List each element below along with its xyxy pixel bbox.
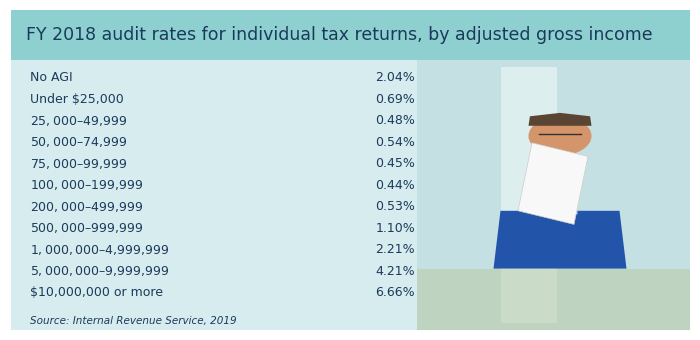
Text: Under $25,000: Under $25,000 <box>30 92 124 106</box>
Text: $50,000–$74,999: $50,000–$74,999 <box>30 135 127 149</box>
Polygon shape <box>494 211 626 269</box>
Text: 0.69%: 0.69% <box>375 92 415 106</box>
Text: Source: Internal Revenue Service, 2019: Source: Internal Revenue Service, 2019 <box>30 316 237 326</box>
Text: 0.53%: 0.53% <box>375 200 415 213</box>
FancyBboxPatch shape <box>416 269 690 330</box>
Text: 0.54%: 0.54% <box>375 136 415 149</box>
Text: 2.04%: 2.04% <box>375 71 415 84</box>
Text: $100,000–$199,999: $100,000–$199,999 <box>30 178 143 192</box>
Text: $500,000–$999,999: $500,000–$999,999 <box>30 221 143 235</box>
Text: $75,000–$99,999: $75,000–$99,999 <box>30 157 127 171</box>
Text: 6.66%: 6.66% <box>375 286 415 299</box>
Ellipse shape <box>528 116 592 156</box>
Polygon shape <box>528 113 592 126</box>
Polygon shape <box>518 143 588 224</box>
Text: $200,000–$499,999: $200,000–$499,999 <box>30 200 143 214</box>
Text: 0.48%: 0.48% <box>375 114 415 127</box>
Text: No AGI: No AGI <box>30 71 73 84</box>
Polygon shape <box>542 163 578 214</box>
Text: $25,000–$49,999: $25,000–$49,999 <box>30 114 127 128</box>
FancyBboxPatch shape <box>416 60 690 330</box>
Text: 0.45%: 0.45% <box>375 157 415 170</box>
FancyBboxPatch shape <box>10 10 690 330</box>
Text: FY 2018 audit rates for individual tax returns, by adjusted gross income: FY 2018 audit rates for individual tax r… <box>26 26 652 44</box>
Text: 0.44%: 0.44% <box>375 178 415 191</box>
Text: $10,000,000 or more: $10,000,000 or more <box>30 286 163 299</box>
Text: $1,000,000–$4,999,999: $1,000,000–$4,999,999 <box>30 242 169 256</box>
FancyBboxPatch shape <box>500 67 556 323</box>
Text: 2.21%: 2.21% <box>375 243 415 256</box>
FancyBboxPatch shape <box>10 10 690 60</box>
Text: 4.21%: 4.21% <box>375 265 415 277</box>
Text: $5,000,000–$9,999,999: $5,000,000–$9,999,999 <box>30 264 169 278</box>
Text: 1.10%: 1.10% <box>375 222 415 235</box>
